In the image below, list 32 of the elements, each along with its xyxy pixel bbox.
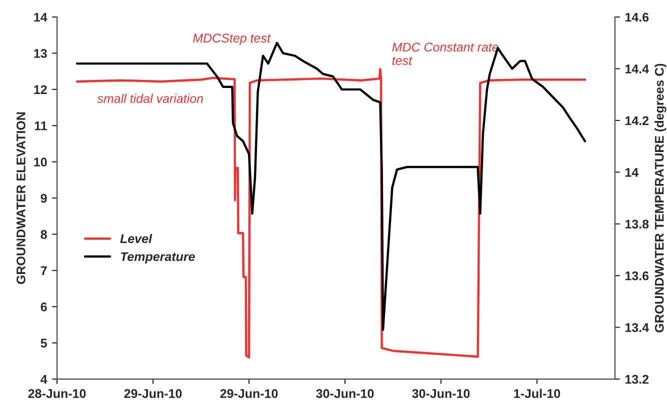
y2-tick-label: 14.6 xyxy=(625,12,649,22)
y2-tick-label: 13.2 xyxy=(625,374,649,384)
y2-tick-label: 14 xyxy=(625,168,639,177)
annotation: MDC Constant rate test xyxy=(392,42,498,65)
x-tick-label: 29-Jun-10 xyxy=(124,389,182,398)
y-tick-label: 11 xyxy=(34,122,47,130)
y-tick-label: 13 xyxy=(34,49,47,58)
y-tick-label: 4 xyxy=(40,375,48,384)
annotation: small tidal variation xyxy=(97,94,203,103)
x-tick-label: 30-Jun-10 xyxy=(316,389,374,398)
y-axis-title: GROUNDWATER ELEVATION xyxy=(16,112,26,284)
annotation: MDCStep test xyxy=(192,34,271,45)
y2-tick-label: 14.2 xyxy=(625,116,649,125)
y2-tick-label: 13.8 xyxy=(625,220,649,229)
legend-label: Temperature xyxy=(120,252,195,264)
x-tick-label: 30-Jun-10 xyxy=(412,389,470,398)
y-tick-label: 10 xyxy=(34,158,47,166)
y-tick-label: 12 xyxy=(34,85,47,94)
y-tick-label: 14 xyxy=(34,12,48,22)
y2-axis-title: GROUNDWATER TEMPERATURE (degrees C) xyxy=(654,64,666,332)
x-tick-label: 1-Jul-10 xyxy=(514,388,560,398)
y-tick-label: 8 xyxy=(40,230,47,239)
legend-label: Level xyxy=(120,234,152,244)
y2-tick-label: 14.4 xyxy=(625,64,649,74)
x-tick-label: 29-Jun-10 xyxy=(220,389,278,398)
x-tick-label: 28-Jun-10 xyxy=(28,389,86,398)
y-tick-label: 7 xyxy=(40,266,47,275)
y2-tick-label: 13.4 xyxy=(625,323,649,332)
y2-tick-label: 13.6 xyxy=(625,271,649,280)
y-tick-label: 5 xyxy=(40,338,47,348)
y-tick-label: 9 xyxy=(40,194,47,203)
y-tick-label: 6 xyxy=(40,302,47,312)
